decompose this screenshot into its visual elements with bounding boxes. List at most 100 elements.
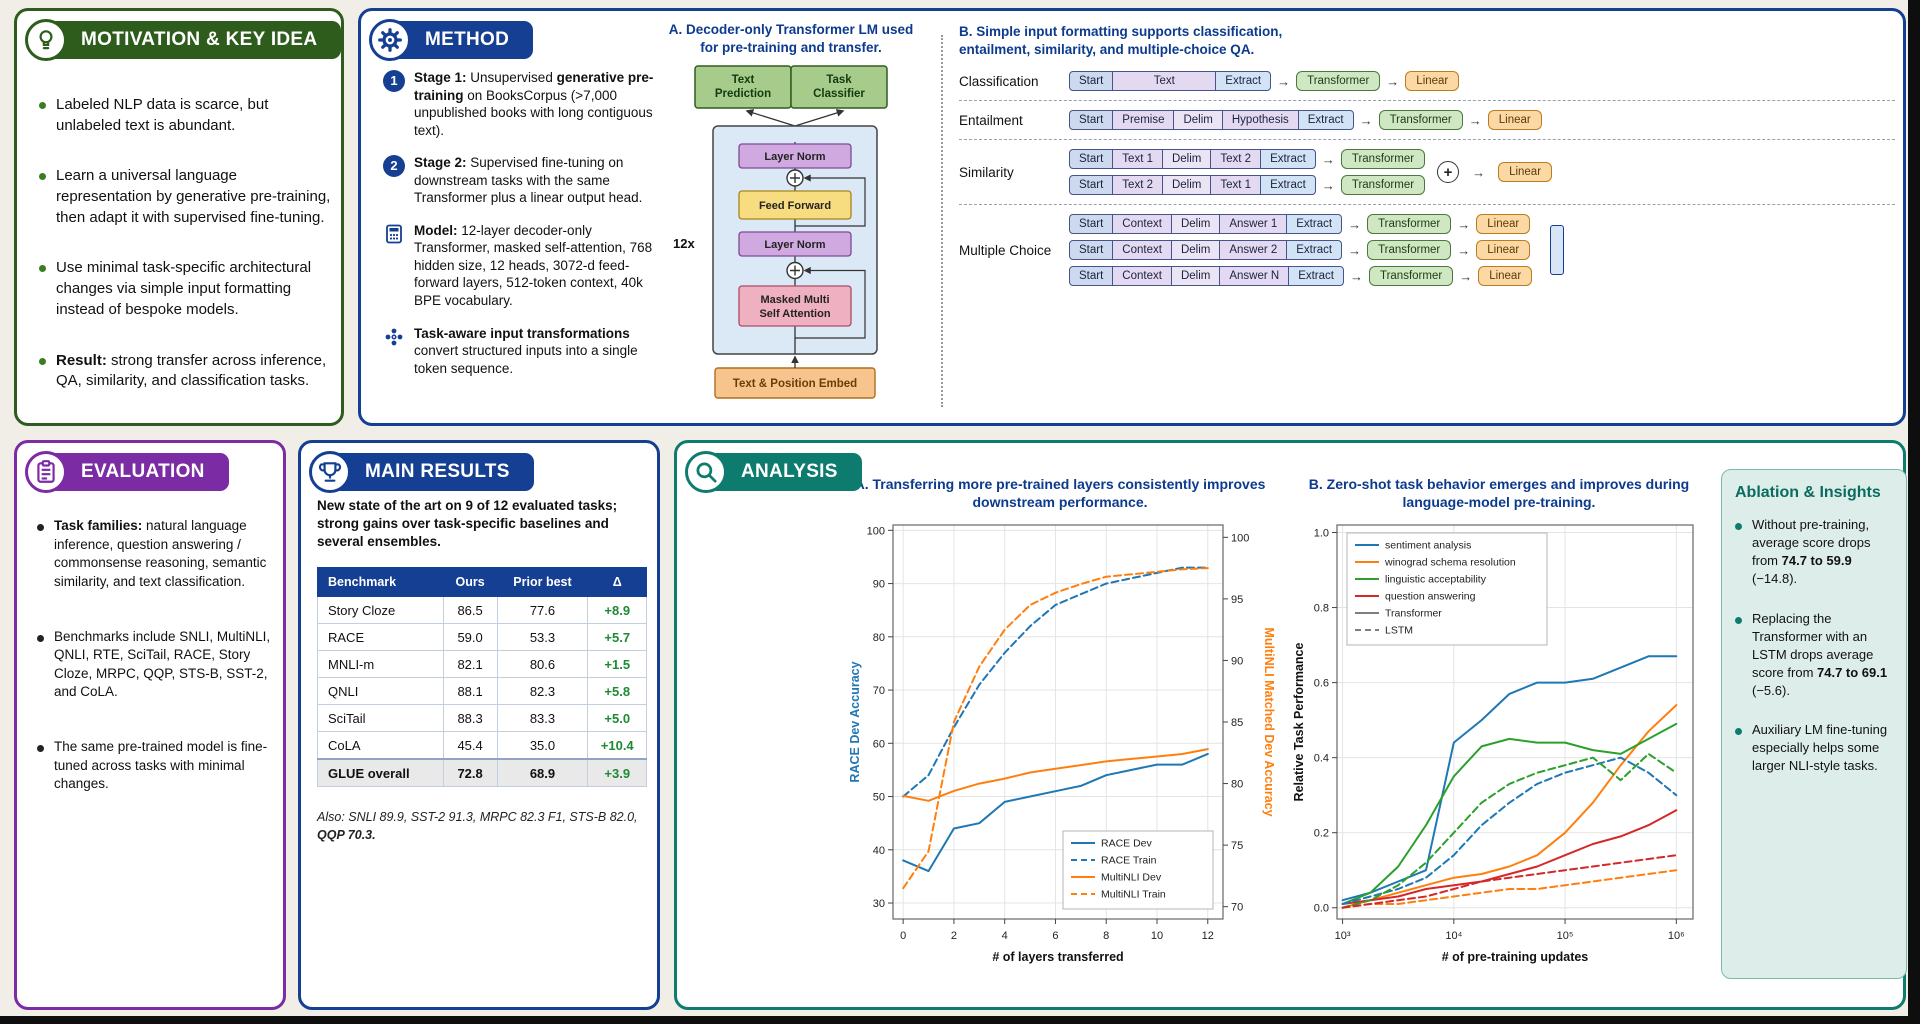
result-cell: CoLA	[317, 731, 444, 760]
svg-text:Task: Task	[826, 74, 852, 86]
layers-transfer-chart: 0 2 4 6 8 10 12 30 40 50 60 70 80 90 100 70 75 80 85 90 95 10…	[848, 524, 1276, 964]
token-premise: Premise	[1112, 110, 1175, 131]
svg-text:40: 40	[873, 845, 885, 857]
svg-text:90: 90	[1231, 656, 1243, 668]
bullet-dot	[37, 634, 44, 642]
y-axis-label-left: RACE Dev Accuracy	[848, 662, 862, 783]
arrow-icon: →	[1348, 242, 1362, 258]
method-item-text: Stage 1: Unsupervised generative pre-tra…	[414, 70, 654, 138]
series-sentiment-analysis-transformer-	[1341, 655, 1678, 902]
token-sequence-row: Start Context Delim Answer 1 Extract → Transfo…	[1069, 214, 1532, 235]
arrow-icon: →	[1348, 216, 1362, 232]
svg-text:30: 30	[873, 898, 885, 910]
token-answer-n: Answer N	[1219, 266, 1290, 287]
bullet-text: Benchmarks include SNLI, MultiNLI, QNLI,…	[54, 628, 271, 700]
svg-text:Text: Text	[732, 74, 755, 86]
linear-chip: Linear	[1498, 162, 1553, 183]
calculator-icon	[383, 223, 405, 245]
main-results-title: MAIN RESULTS	[315, 453, 534, 491]
series-winograd-schema-resolution-lstm-	[1341, 869, 1678, 910]
token-delim: Delim	[1173, 110, 1223, 131]
token-answer-1: Answer 1	[1219, 214, 1288, 235]
column-header: Ours	[442, 567, 498, 597]
method-item-text: Model: 12-layer decoder-only Transformer…	[414, 222, 653, 309]
token-delim: Delim	[1170, 214, 1221, 235]
linear-chip: Linear	[1478, 266, 1533, 287]
legend-label: RACE Dev	[1101, 838, 1153, 850]
legend-label: Transformer	[1385, 608, 1442, 620]
result-cell: +3.9	[587, 758, 647, 787]
bullet-item: Task families: natural language inferenc…	[37, 517, 271, 592]
residual-add-top	[786, 169, 804, 187]
bullet-dot	[1735, 728, 1742, 736]
result-cell: 82.1	[442, 650, 498, 678]
token-strip: Start Context Delim Answer 1 Extract	[1069, 214, 1343, 235]
bullet-item: Auxiliary LM fine-tuning especially help…	[1735, 721, 1893, 775]
ablation-insights-box: Ablation & Insights Without pre-training…	[1721, 469, 1907, 979]
transformer-architecture-diagram: A. Decoder-only Transformer LM used for …	[661, 21, 921, 408]
svg-text:0.4: 0.4	[1314, 753, 1329, 765]
token-extract: Extract	[1297, 110, 1354, 131]
layers-transfer-chart-block: A. Transferring more pre-trained layers …	[845, 475, 1276, 980]
svg-text:12: 12	[1202, 930, 1214, 942]
transformer-chip: Transformer	[1367, 240, 1452, 261]
method-panel: METHOD 1 Stage 1: Unsupervised generative…	[358, 8, 1906, 426]
token-delim: Delim	[1170, 240, 1221, 261]
bullet-text: Without pre-training, average score drop…	[1752, 517, 1871, 586]
glue-total-row: GLUE overall 72.8 68.9 +3.9	[317, 758, 647, 787]
series-question-answering-lstm-	[1341, 854, 1678, 910]
token-strip: Start Context Delim Answer 2 Extract	[1069, 240, 1343, 261]
result-cell: 53.3	[496, 623, 589, 651]
method-item: Task-aware input transformations convert…	[383, 325, 663, 378]
token-context: Context	[1112, 214, 1172, 235]
svg-text:70: 70	[873, 685, 885, 697]
result-cell: 72.8	[442, 758, 498, 787]
bullet-dot	[37, 524, 44, 531]
insights-bullets: Without pre-training, average score drop…	[1735, 516, 1893, 775]
result-cell: MNLI-m	[317, 650, 444, 678]
result-cell: +5.8	[587, 677, 647, 705]
collector-node	[1550, 225, 1565, 276]
result-cell: 68.9	[496, 758, 589, 787]
svg-text:6: 6	[1052, 930, 1058, 942]
result-cell: GLUE overall	[317, 758, 444, 787]
insights-title: Ablation & Insights	[1735, 484, 1881, 501]
evaluation-bullets: Task families: natural language inferenc…	[37, 517, 271, 794]
bullet-item: The same pre-trained model is fine-tuned…	[37, 738, 271, 794]
bullet-item: Benchmarks include SNLI, MultiNLI, QNLI,…	[37, 628, 271, 703]
arrow-icon: →	[1321, 177, 1335, 193]
method-item: 2 Stage 2: Supervised fine-tuning on down…	[383, 154, 663, 207]
result-cell: 35.0	[496, 731, 589, 760]
chart-b-heading: B. Zero-shot task behavior emerges and i…	[1308, 476, 1690, 511]
result-cell: +8.9	[587, 596, 647, 624]
bullet-item: Use minimal task-specific architectural …	[39, 258, 333, 320]
legend-label: question answering	[1385, 591, 1476, 603]
bullet-dot	[39, 102, 46, 109]
method-item-text: Stage 2: Supervised fine-tuning on downs…	[414, 155, 643, 206]
token-sequence-row: Start Context Delim Answer N Extract → Transfo…	[1069, 266, 1533, 287]
result-cell: 88.3	[442, 704, 498, 732]
x-axis-label: # of layers transferred	[992, 950, 1123, 964]
result-row: QNLI 88.1 82.3 +5.8	[317, 677, 647, 705]
token-sequence-row: Start Text 1 Delim Text 2 Extract → Transforme…	[1069, 149, 1426, 170]
motivation-bullets: Labeled NLP data is scarce, but unlabele…	[39, 95, 333, 392]
token-extract: Extract	[1286, 240, 1343, 261]
svg-text:100: 100	[1231, 533, 1249, 545]
token-text-1: Text 1	[1112, 149, 1163, 170]
token-delim: Delim	[1170, 266, 1221, 287]
evaluation-header: EVALUATION	[25, 451, 229, 493]
main-results-header: MAIN RESULTS	[309, 451, 534, 493]
result-cell: 88.1	[442, 677, 498, 705]
bullet-dot	[1735, 616, 1742, 624]
token-strip: Start Text 2 Delim Text 1 Extract	[1069, 175, 1316, 196]
svg-text:Classifier: Classifier	[813, 88, 865, 100]
token-extract: Extract	[1286, 214, 1343, 235]
text-position-embed-box: Text & Position Embed	[714, 367, 876, 399]
token-start: Start	[1069, 175, 1114, 196]
task-group-multiple-choice: Multiple Choice Start Context Delim Answer 1…	[959, 204, 1895, 295]
repeat-12x-label: 12x	[673, 236, 695, 251]
bullet-dot	[39, 265, 46, 273]
token-text-2: Text 2	[1112, 175, 1163, 196]
bullet-text: The same pre-trained model is fine-tuned…	[54, 739, 268, 792]
series-linguistic-acceptability-transformer-	[1341, 723, 1678, 906]
